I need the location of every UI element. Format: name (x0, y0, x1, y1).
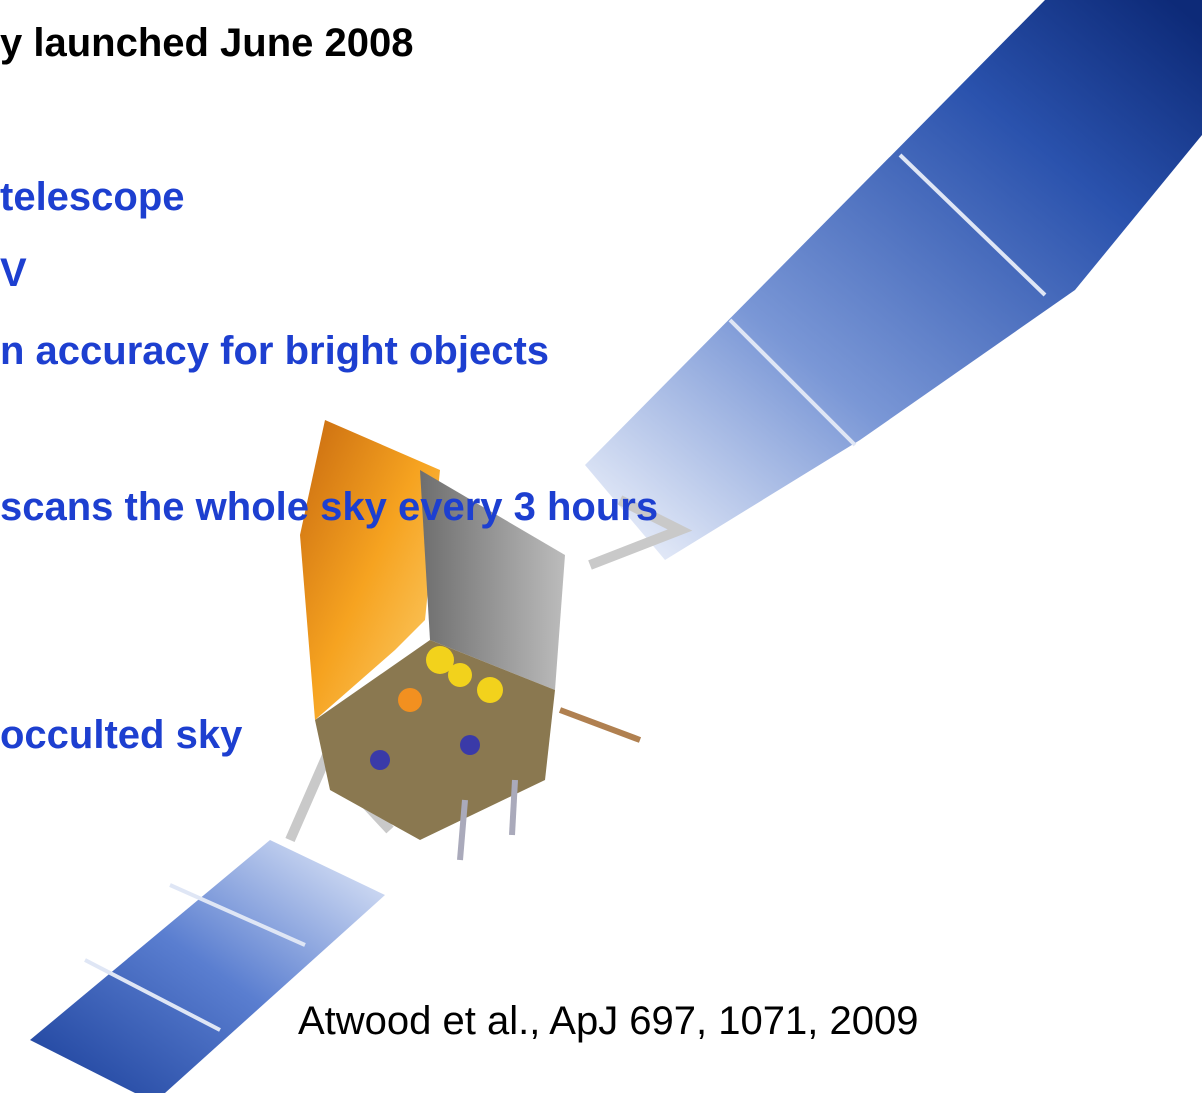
antenna (560, 710, 640, 740)
solar-panel-upper (585, 0, 1202, 560)
bullet: occulted sky (0, 713, 243, 757)
slide-title: y launched June 2008 (0, 21, 414, 65)
bullet: scans the whole sky every 3 hours (0, 485, 658, 529)
solar-panel-lower (30, 840, 385, 1093)
component (460, 735, 480, 755)
slide: y launched June 2008 telescope V n accur… (0, 0, 1202, 1093)
component (370, 750, 390, 770)
bullet: V (0, 251, 27, 295)
bullet: n accuracy for bright objects (0, 329, 549, 373)
satellite-illustration (30, 0, 1202, 1093)
bullet: telescope (0, 175, 185, 219)
component (398, 688, 422, 712)
citation: Atwood et al., ApJ 697, 1071, 2009 (298, 999, 918, 1043)
component (477, 677, 503, 703)
component (448, 663, 472, 687)
thruster (512, 780, 515, 835)
